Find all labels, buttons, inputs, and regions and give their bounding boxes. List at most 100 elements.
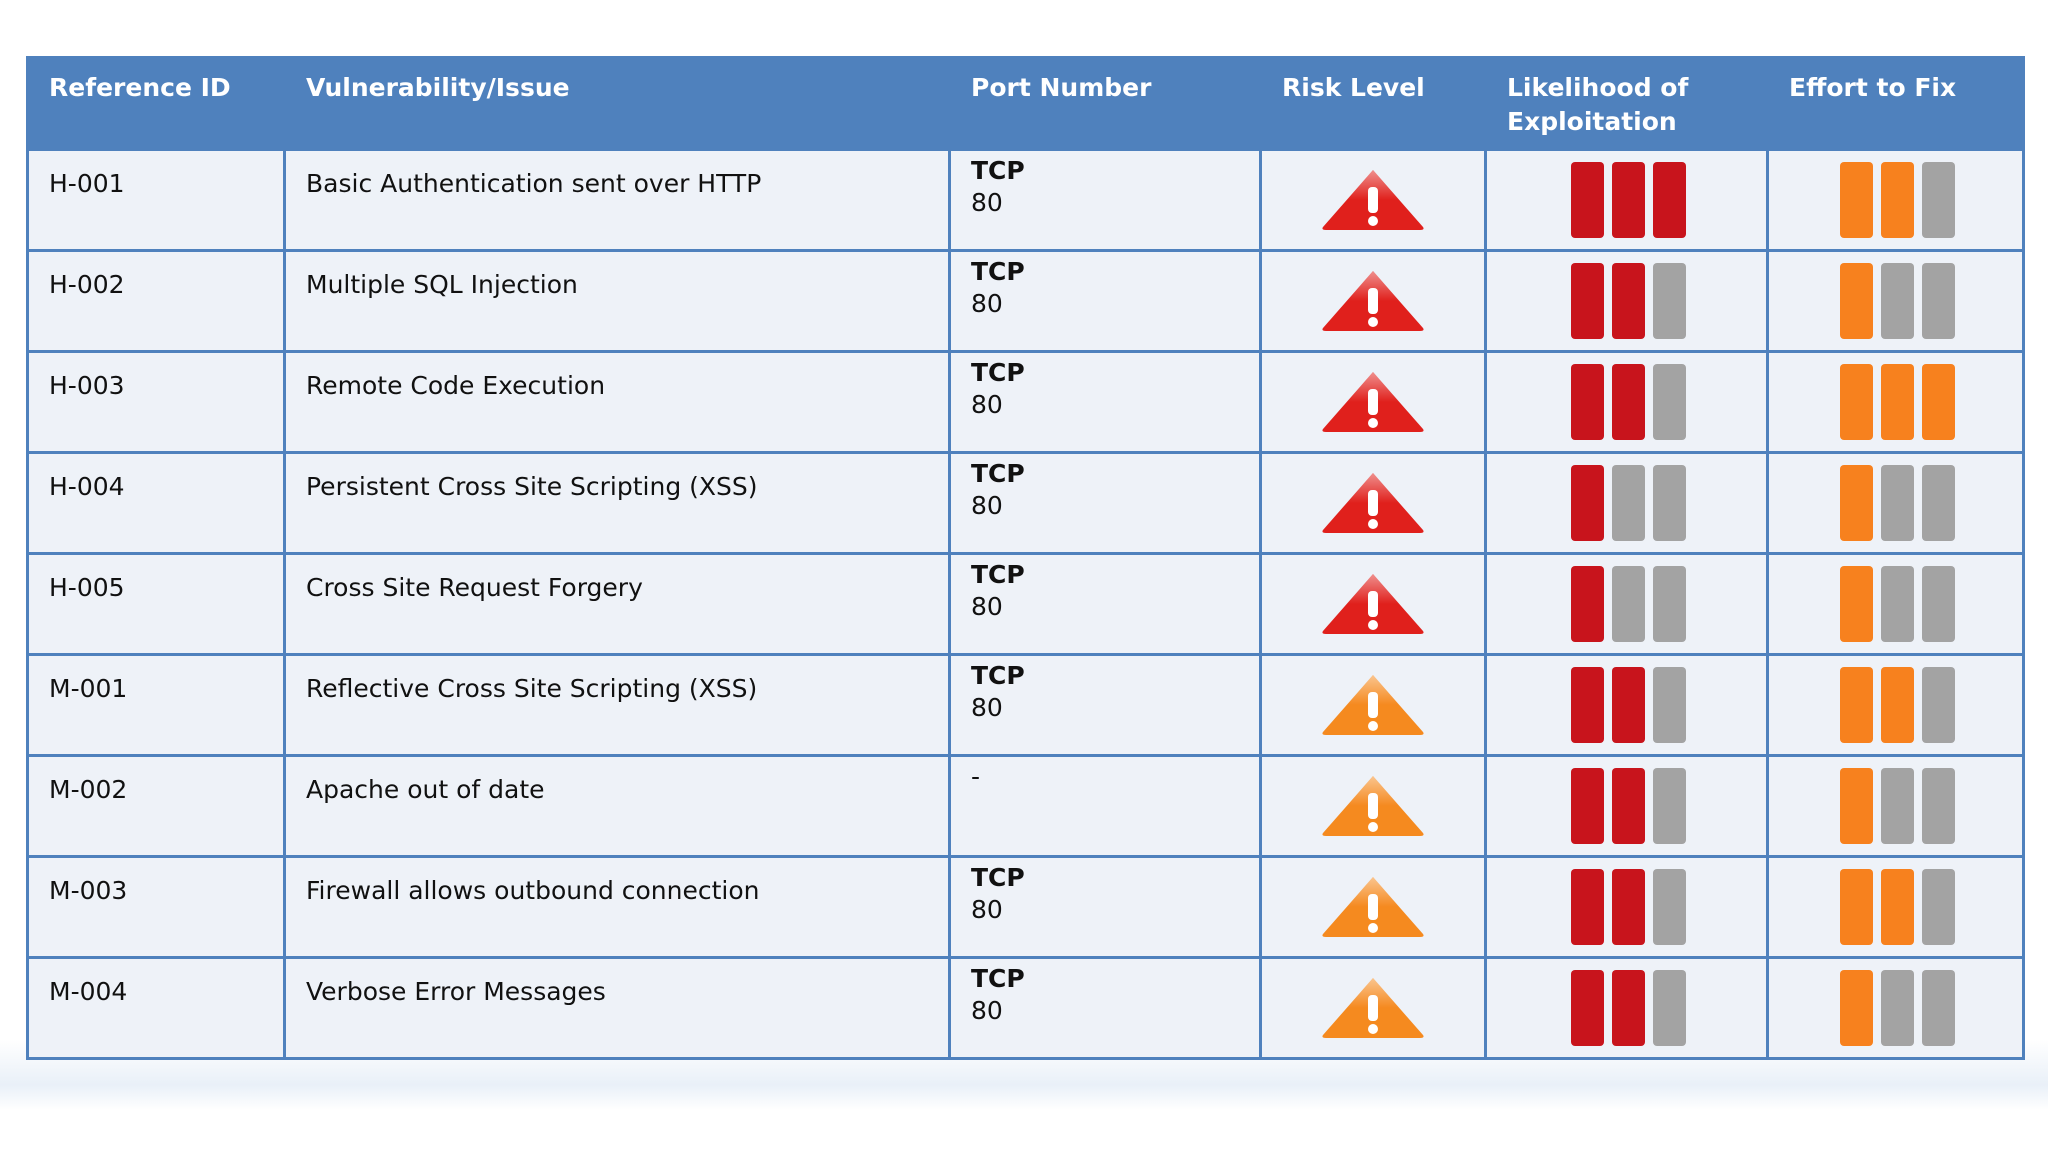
reference-id: M-004 — [26, 956, 286, 1060]
bar-rating — [1839, 970, 1955, 1046]
bar-rating — [1570, 768, 1686, 844]
rating-bar — [1611, 970, 1645, 1046]
rating-bar — [1839, 768, 1873, 844]
reference-id: H-002 — [26, 249, 286, 353]
likelihood — [1484, 249, 1769, 353]
rating-bar — [1611, 768, 1645, 844]
rating-bar — [1570, 465, 1604, 541]
rating-bar — [1839, 364, 1873, 440]
bar-rating — [1839, 263, 1955, 339]
risk — [1259, 249, 1487, 353]
rating-bar — [1652, 566, 1686, 642]
table-row: M-003 Firewall allows outbound connection… — [26, 855, 2025, 959]
bar-rating — [1839, 667, 1955, 743]
exclamation-dot — [1368, 721, 1378, 731]
risk — [1259, 653, 1487, 757]
port-line: TCP — [971, 358, 1025, 387]
port: TCP 80 — [948, 956, 1262, 1060]
rating-bar — [1652, 869, 1686, 945]
column-header: Port Number — [948, 56, 1262, 151]
vulnerability-table: Reference ID Vulnerability/Issue Port Numb… — [26, 56, 2025, 1060]
column-header: Risk Level — [1259, 56, 1487, 151]
port-line: TCP — [971, 661, 1025, 690]
reference-id: H-005 — [26, 552, 286, 656]
port: TCP 80 — [948, 350, 1262, 454]
port-line: TCP — [971, 560, 1025, 589]
exclamation-dot — [1368, 317, 1378, 327]
likelihood — [1484, 956, 1769, 1060]
effort — [1766, 148, 2025, 252]
rating-bar — [1570, 667, 1604, 743]
bar-rating — [1570, 869, 1686, 945]
rating-bar — [1921, 364, 1955, 440]
bar-rating — [1839, 768, 1955, 844]
effort — [1766, 249, 2025, 353]
rating-bar — [1921, 768, 1955, 844]
column-header: Reference ID — [26, 56, 286, 151]
port-line: 80 — [971, 693, 1003, 722]
bar-rating — [1839, 364, 1955, 440]
rating-bar — [1880, 364, 1914, 440]
issue: Persistent Cross Site Scripting (XSS) — [283, 451, 951, 555]
rating-bar — [1611, 263, 1645, 339]
rating-bar — [1652, 364, 1686, 440]
rating-bar — [1611, 465, 1645, 541]
bar-rating — [1570, 566, 1686, 642]
risk — [1259, 350, 1487, 454]
rating-bar — [1570, 162, 1604, 238]
effort — [1766, 552, 2025, 656]
port-line: TCP — [971, 863, 1025, 892]
rating-bar — [1839, 566, 1873, 642]
exclamation — [1368, 389, 1378, 415]
risk-icon — [1322, 978, 1424, 1038]
rating-bar — [1839, 263, 1873, 339]
port: TCP 80 — [948, 653, 1262, 757]
exclamation-dot — [1368, 519, 1378, 529]
issue: Apache out of date — [283, 754, 951, 858]
rating-bar — [1921, 566, 1955, 642]
likelihood — [1484, 754, 1769, 858]
column-header: Effort to Fix — [1766, 56, 2025, 151]
risk — [1259, 552, 1487, 656]
rating-bar — [1880, 263, 1914, 339]
risk — [1259, 451, 1487, 555]
port-line: 80 — [971, 188, 1003, 217]
table-row: H-001 Basic Authentication sent over HTTP… — [26, 148, 2025, 252]
rating-bar — [1570, 566, 1604, 642]
exclamation — [1368, 288, 1378, 314]
port-line: 80 — [971, 491, 1003, 520]
port: TCP 80 — [948, 249, 1262, 353]
rating-bar — [1839, 869, 1873, 945]
effort — [1766, 956, 2025, 1060]
issue: Basic Authentication sent over HTTP — [283, 148, 951, 252]
rating-bar — [1652, 667, 1686, 743]
bar-rating — [1570, 465, 1686, 541]
issue: Cross Site Request Forgery — [283, 552, 951, 656]
rating-bar — [1839, 465, 1873, 541]
header-row: Reference ID Vulnerability/Issue Port Numb… — [26, 56, 2025, 151]
risk — [1259, 956, 1487, 1060]
port: TCP 80 — [948, 148, 1262, 252]
rating-bar — [1921, 869, 1955, 945]
risk — [1259, 754, 1487, 858]
risk-icon — [1322, 675, 1424, 735]
reference-id: H-004 — [26, 451, 286, 555]
rating-bar — [1570, 364, 1604, 440]
exclamation-dot — [1368, 822, 1378, 832]
rating-bar — [1839, 667, 1873, 743]
effort — [1766, 653, 2025, 757]
rating-bar — [1921, 667, 1955, 743]
bar-rating — [1839, 869, 1955, 945]
issue: Reflective Cross Site Scripting (XSS) — [283, 653, 951, 757]
reference-id: H-001 — [26, 148, 286, 252]
bar-rating — [1570, 263, 1686, 339]
rating-bar — [1839, 162, 1873, 238]
effort — [1766, 451, 2025, 555]
rating-bar — [1611, 364, 1645, 440]
risk-icon — [1322, 170, 1424, 230]
likelihood — [1484, 552, 1769, 656]
effort — [1766, 754, 2025, 858]
exclamation-dot — [1368, 216, 1378, 226]
table-row: H-005 Cross Site Request Forgery TCP 80 — [26, 552, 2025, 656]
